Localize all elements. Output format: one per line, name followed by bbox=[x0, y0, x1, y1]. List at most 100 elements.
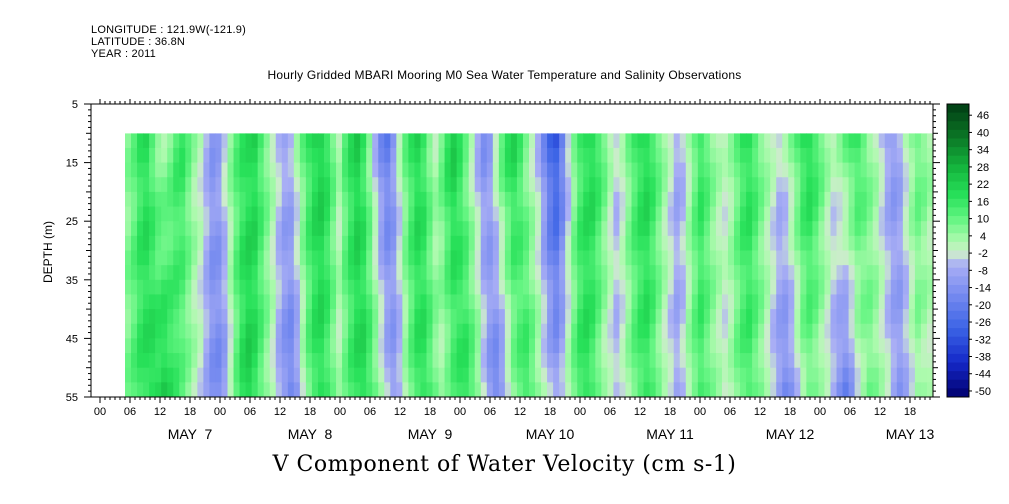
heatmap-cell bbox=[426, 235, 434, 252]
heatmap-cell bbox=[559, 147, 566, 164]
heatmap-cell bbox=[673, 235, 681, 252]
heatmap-cell bbox=[245, 279, 253, 296]
heatmap-cell bbox=[926, 323, 933, 339]
heatmap-cell bbox=[317, 177, 325, 193]
heatmap-cell bbox=[275, 338, 283, 354]
heatmap-cell bbox=[758, 309, 765, 325]
heatmap-cell bbox=[535, 206, 542, 222]
heatmap-cell bbox=[589, 279, 596, 296]
heatmap-cell bbox=[414, 367, 422, 383]
heatmap-cell bbox=[709, 191, 717, 208]
heatmap-cell bbox=[498, 206, 506, 222]
heatmap-cell bbox=[655, 323, 663, 339]
heatmap-cell bbox=[643, 367, 651, 383]
heatmap-cell bbox=[631, 279, 639, 296]
heatmap-cell bbox=[565, 235, 572, 252]
heatmap-cell bbox=[553, 235, 560, 252]
heatmap-cell bbox=[143, 133, 150, 149]
heatmap-cell bbox=[390, 206, 397, 222]
heatmap-cell bbox=[812, 162, 820, 178]
heatmap-cell bbox=[577, 221, 584, 237]
heatmap-cell bbox=[317, 309, 325, 325]
heatmap-cell bbox=[197, 235, 204, 252]
heatmap-cell bbox=[257, 294, 265, 310]
heatmap-cell bbox=[185, 367, 192, 383]
heatmap-cell bbox=[595, 353, 602, 369]
heatmap-cell bbox=[559, 309, 566, 325]
heatmap-cell bbox=[311, 235, 319, 252]
heatmap-cell bbox=[245, 367, 253, 383]
heatmap-cell bbox=[366, 279, 373, 296]
heatmap-cell bbox=[691, 338, 699, 354]
heatmap-cell bbox=[625, 250, 633, 266]
y-tick-label: 45 bbox=[66, 333, 78, 345]
heatmap-cell bbox=[878, 191, 886, 208]
heatmap-cell bbox=[414, 235, 422, 252]
heatmap-cell bbox=[378, 235, 385, 252]
heatmap-cell bbox=[336, 250, 343, 266]
heatmap-cell bbox=[830, 250, 838, 266]
heatmap-cell bbox=[842, 235, 850, 252]
heatmap-cell bbox=[275, 235, 283, 252]
heatmap-cell bbox=[354, 235, 361, 252]
heatmap-cell bbox=[408, 353, 416, 369]
heatmap-cell bbox=[215, 265, 223, 281]
heatmap-cell bbox=[715, 323, 723, 339]
heatmap-cell bbox=[860, 133, 868, 149]
heatmap-cell bbox=[408, 235, 416, 252]
heatmap-cell bbox=[872, 265, 880, 281]
heatmap-cell bbox=[920, 323, 928, 339]
heatmap-cell bbox=[251, 162, 259, 178]
heatmap-cell bbox=[920, 235, 928, 252]
heatmap-cell bbox=[709, 133, 717, 149]
heatmap-cell bbox=[378, 147, 385, 164]
heatmap-cell bbox=[697, 309, 705, 325]
heatmap-cell bbox=[215, 221, 223, 237]
heatmap-cell bbox=[878, 177, 886, 193]
heatmap-cell bbox=[143, 323, 150, 339]
heatmap-cell bbox=[450, 191, 458, 208]
heatmap-cell bbox=[541, 221, 548, 237]
heatmap-cell bbox=[468, 294, 476, 310]
heatmap-cell bbox=[131, 177, 138, 193]
heatmap-cell bbox=[221, 133, 229, 149]
heatmap-cell bbox=[215, 294, 223, 310]
heatmap-cell bbox=[703, 235, 711, 252]
heatmap-cell bbox=[866, 265, 874, 281]
heatmap-cell bbox=[691, 162, 699, 178]
heatmap-cell bbox=[480, 382, 488, 398]
heatmap-cell bbox=[661, 133, 669, 149]
heatmap-cell bbox=[366, 133, 373, 149]
heatmap-cell bbox=[456, 309, 464, 325]
heatmap-cell bbox=[143, 309, 150, 325]
heatmap-cell bbox=[474, 323, 482, 339]
heatmap-cell bbox=[263, 206, 271, 222]
heatmap-cell bbox=[209, 367, 217, 383]
colorbar-label: -44 bbox=[975, 369, 991, 381]
heatmap-cell bbox=[221, 265, 229, 281]
heatmap-cell bbox=[782, 367, 789, 383]
heatmap-cell bbox=[547, 353, 554, 369]
heatmap-cell bbox=[498, 221, 506, 237]
heatmap-cell bbox=[287, 206, 295, 222]
heatmap-cell bbox=[691, 382, 699, 398]
heatmap-cell bbox=[462, 177, 470, 193]
heatmap-cell bbox=[703, 294, 711, 310]
heatmap-cell bbox=[890, 279, 898, 296]
heatmap-cell bbox=[227, 235, 235, 252]
heatmap-cell bbox=[299, 338, 307, 354]
heatmap-cell bbox=[131, 191, 138, 208]
heatmap-cell bbox=[866, 191, 874, 208]
heatmap-cell bbox=[637, 294, 645, 310]
heatmap-cell bbox=[908, 162, 916, 178]
heatmap-cell bbox=[908, 294, 916, 310]
heatmap-cell bbox=[589, 133, 596, 149]
heatmap-cell bbox=[263, 235, 271, 252]
heatmap-cell bbox=[836, 294, 844, 310]
heatmap-cell bbox=[450, 338, 458, 354]
heatmap-cell bbox=[595, 323, 602, 339]
heatmap-cell bbox=[468, 338, 476, 354]
heatmap-cell bbox=[203, 382, 211, 398]
x-tick-label: 00 bbox=[94, 406, 106, 418]
heatmap-cell bbox=[613, 323, 621, 339]
